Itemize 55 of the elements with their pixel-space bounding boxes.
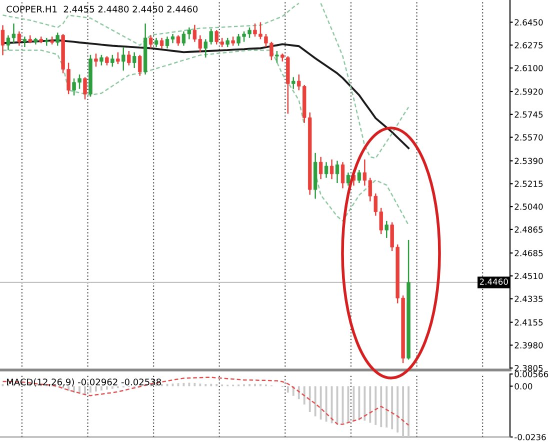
candlestick: [318, 156, 323, 180]
chart-title: MACD(12,26,9) -0.02962 -0.02538: [7, 378, 161, 386]
y-tick-label: 2.3980: [514, 342, 543, 348]
y-tick-label: 0.00: [514, 383, 532, 390]
y-tick-label: 2.5390: [514, 158, 543, 164]
candlestick: [160, 37, 164, 49]
y-tick-label: 2.4865: [514, 226, 543, 233]
text: COPPER.H1 2.4455 2.4480 2.4450 2.4460: [6, 6, 198, 13]
y-tick-label: -0.0236: [514, 434, 546, 440]
candlestick: [275, 50, 279, 64]
y-tick-label: 2.4685: [514, 250, 543, 256]
candlestick: [56, 32, 60, 46]
candlestick: [83, 76, 87, 100]
candlestick: [340, 161, 345, 189]
candlestick: [226, 37, 230, 48]
y-tick-label: 2.6100: [514, 64, 543, 72]
candlestick: [165, 36, 170, 49]
candlestick: [148, 34, 153, 49]
candlestick: [138, 54, 142, 76]
candlestick: [94, 52, 98, 68]
line-series: [2, 376, 410, 426]
y-tick-label: 0.00566: [514, 370, 548, 378]
candlestick: [122, 46, 126, 72]
candlestick: [100, 54, 104, 66]
candlestick: [132, 52, 136, 69]
candlestick: [127, 50, 131, 66]
candlestick: [110, 54, 114, 68]
y-tick-label: 2.5745: [514, 111, 543, 118]
y-tick-label: 2.5920: [514, 88, 543, 95]
candlestick: [176, 34, 180, 46]
y-tick-label: 2.5040: [514, 204, 543, 210]
candlestick: [384, 220, 388, 239]
candlestick: [154, 37, 158, 48]
candlestick: [330, 158, 334, 180]
candlestick: [170, 33, 175, 44]
y-tick-label: 2.4155: [514, 319, 543, 326]
y-tick-label: 2.4510: [514, 272, 543, 280]
candlestick: [231, 36, 235, 46]
y-tick-label: 2.6450: [514, 19, 543, 26]
candlestick: [17, 30, 22, 46]
candlestick: [357, 169, 362, 184]
y-tick-label: 2.5215: [514, 180, 543, 187]
candlestick: [335, 160, 340, 184]
candlestick: [105, 56, 109, 66]
y-tick-label: 2.3805: [514, 365, 543, 372]
ref-line-label: 2.4460: [480, 278, 508, 285]
candlestick: [346, 172, 350, 186]
candlestick: [0, 24, 5, 56]
candlestick: [22, 36, 27, 48]
y-tick-label: 2.4335: [514, 296, 543, 302]
candlestick: [324, 161, 328, 178]
candlestick: [292, 76, 296, 90]
y-tick-label: 2.5570: [514, 134, 543, 141]
candlestick: [116, 52, 120, 65]
y-tick-label: 2.6275: [514, 42, 543, 48]
